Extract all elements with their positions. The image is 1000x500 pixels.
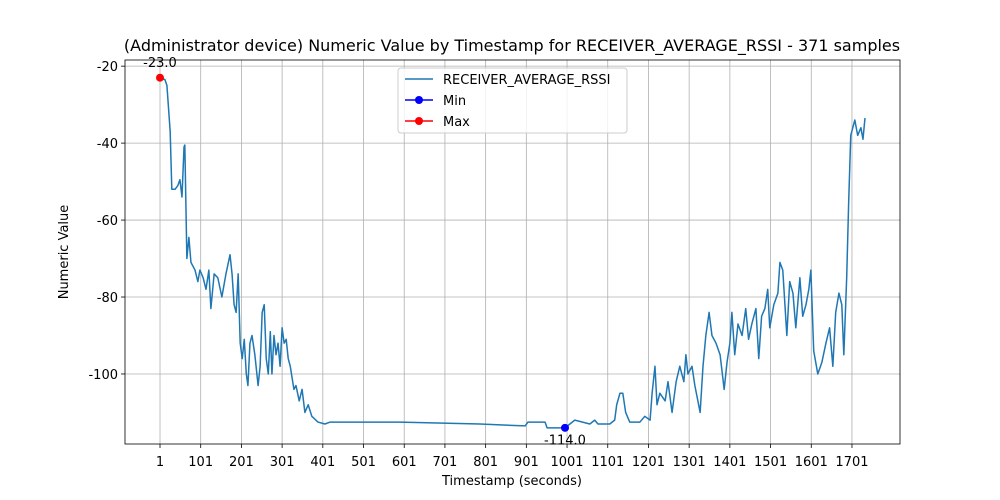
y-tick-label: -40	[97, 137, 118, 152]
y-axis-label: Numeric Value	[57, 205, 72, 300]
legend-label: Min	[443, 94, 466, 109]
x-tick-label: 501	[351, 455, 376, 470]
legend-label: RECEIVER_AVERAGE_RSSI	[443, 73, 611, 88]
x-tick-label: 101	[188, 455, 213, 470]
x-tick-label: 201	[229, 455, 254, 470]
marker	[156, 73, 165, 82]
y-tick-label: -20	[97, 60, 118, 75]
plot-frame	[124, 59, 901, 445]
x-tick-label: 1	[156, 455, 164, 470]
y-tick-label: -60	[97, 214, 118, 229]
legend-label: Max	[443, 115, 470, 130]
x-tick-label: 1001	[550, 455, 583, 470]
x-tick-label: 601	[392, 455, 417, 470]
data-line	[159, 77, 866, 429]
x-tick-label: 301	[270, 455, 295, 470]
y-tick-label: -80	[97, 291, 118, 306]
x-tick-label: 1601	[795, 455, 828, 470]
value-label: -23.0	[143, 56, 177, 71]
x-tick-label: 401	[310, 455, 335, 470]
x-tick-label: 1401	[713, 455, 746, 470]
x-tick-label: 1301	[673, 455, 706, 470]
y-tick-label: -100	[88, 368, 118, 383]
legend-marker	[415, 117, 423, 125]
x-tick-label: 901	[514, 455, 539, 470]
value-label: -114.0	[544, 433, 586, 448]
x-tick-label: 1501	[754, 455, 787, 470]
x-tick-label: 801	[473, 455, 498, 470]
marker	[561, 423, 570, 432]
legend-marker	[415, 96, 423, 104]
chart-title: (Administrator device) Numeric Value by …	[124, 36, 900, 56]
x-axis-label: Timestamp (seconds)	[441, 474, 582, 489]
legend-box	[397, 67, 628, 134]
x-tick-label: 1101	[591, 455, 624, 470]
x-tick-label: 701	[433, 455, 458, 470]
x-tick-label: 1701	[835, 455, 868, 470]
x-tick-label: 1201	[632, 455, 665, 470]
